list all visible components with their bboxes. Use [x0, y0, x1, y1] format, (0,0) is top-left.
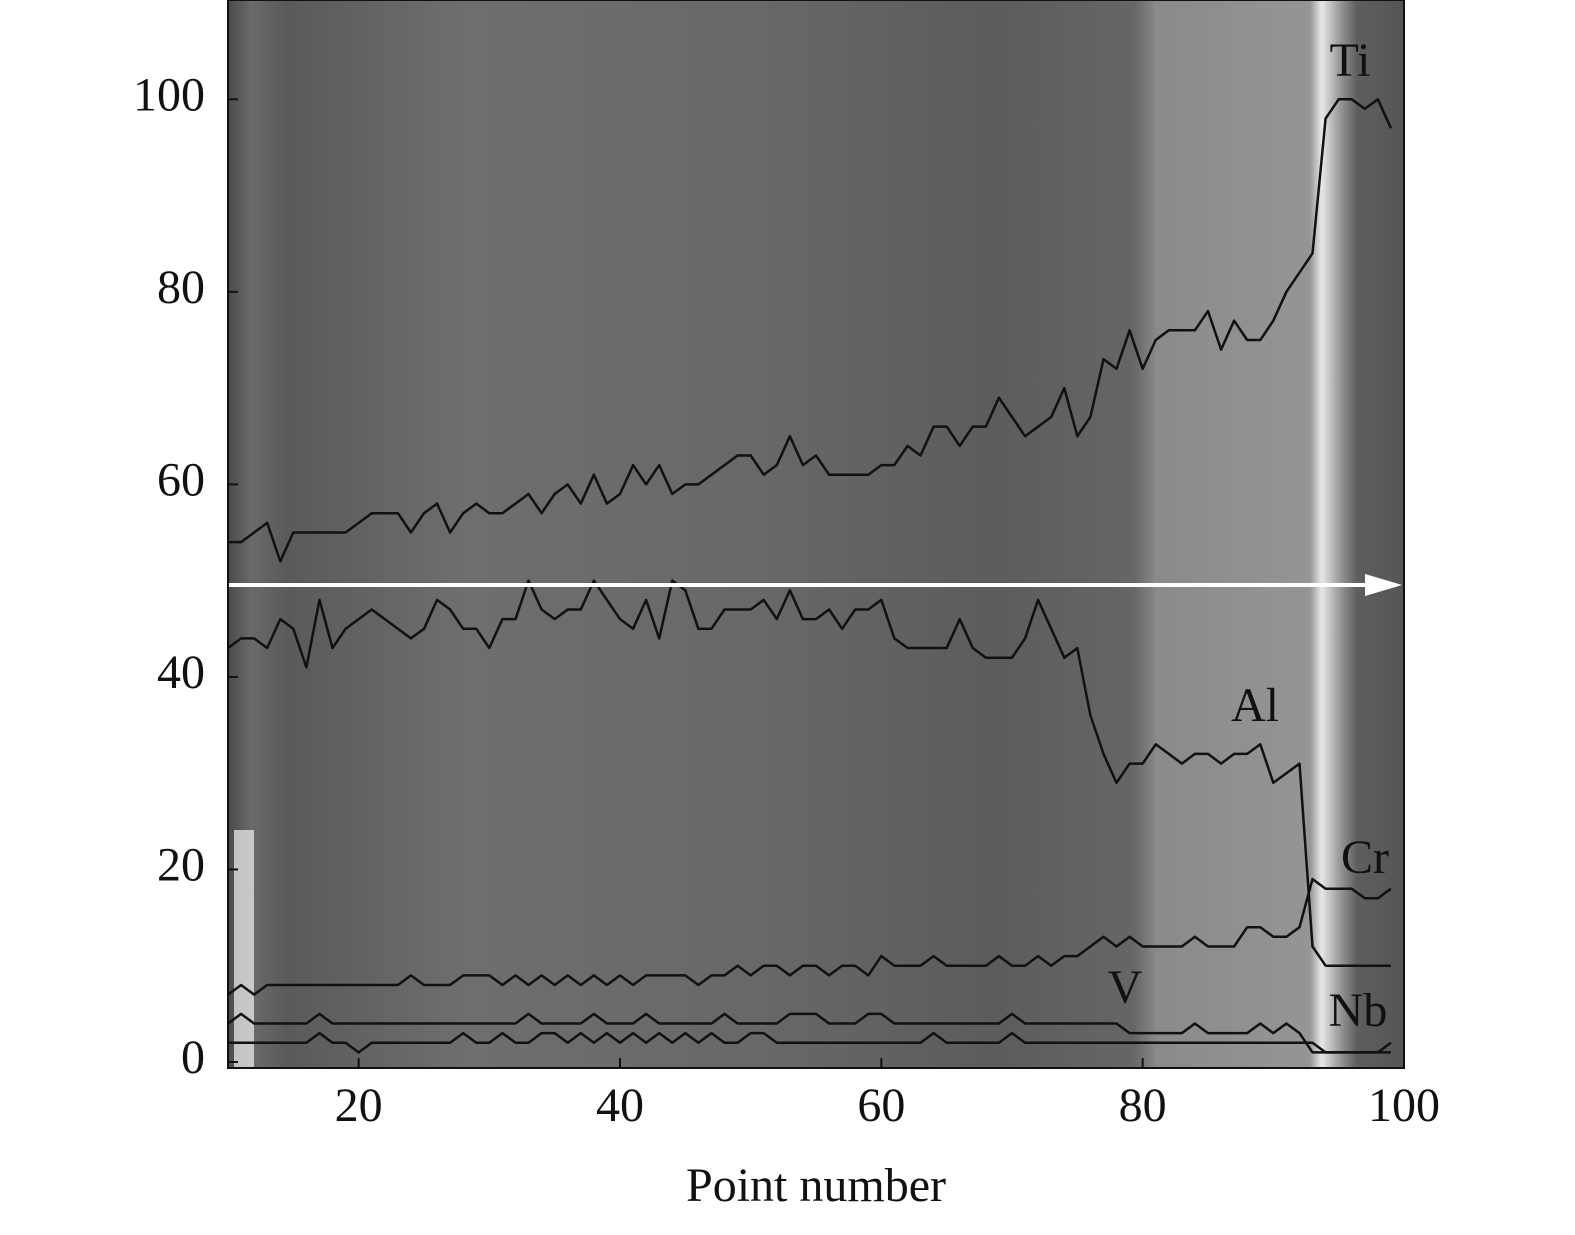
series-label: Ti — [1330, 34, 1371, 87]
series-line — [227, 1012, 1392, 1054]
y-tick-label: 100 — [133, 68, 205, 121]
y-tick-label: 80 — [157, 261, 205, 314]
x-tick-label: 40 — [596, 1079, 644, 1132]
scan-arrow — [1365, 574, 1402, 596]
x-tick-label: 60 — [857, 1079, 905, 1132]
x-tick-label: 80 — [1119, 1079, 1167, 1132]
bright-band — [234, 830, 254, 1068]
series-line — [227, 579, 1391, 967]
x-axis-label: Point number — [686, 1159, 946, 1212]
plot-area — [227, 98, 1393, 1054]
series-line — [228, 1031, 1391, 1054]
series-line — [228, 98, 1393, 563]
y-tick-label: 20 — [157, 838, 205, 891]
series-label: V — [1108, 961, 1143, 1014]
x-tick-label: 100 — [1368, 1079, 1440, 1132]
micrograph-background — [228, 0, 1404, 1068]
y-tick-label: 40 — [157, 646, 205, 699]
series-label: Cr — [1341, 831, 1389, 884]
y-tick-label: 0 — [181, 1031, 205, 1084]
series-line — [227, 877, 1392, 996]
series-label: Nb — [1329, 984, 1388, 1037]
plot-frame — [227, 0, 1405, 1069]
x-tick-label: 20 — [335, 1079, 383, 1132]
series-label: Al — [1231, 679, 1279, 732]
y-tick-label: 60 — [157, 453, 205, 506]
